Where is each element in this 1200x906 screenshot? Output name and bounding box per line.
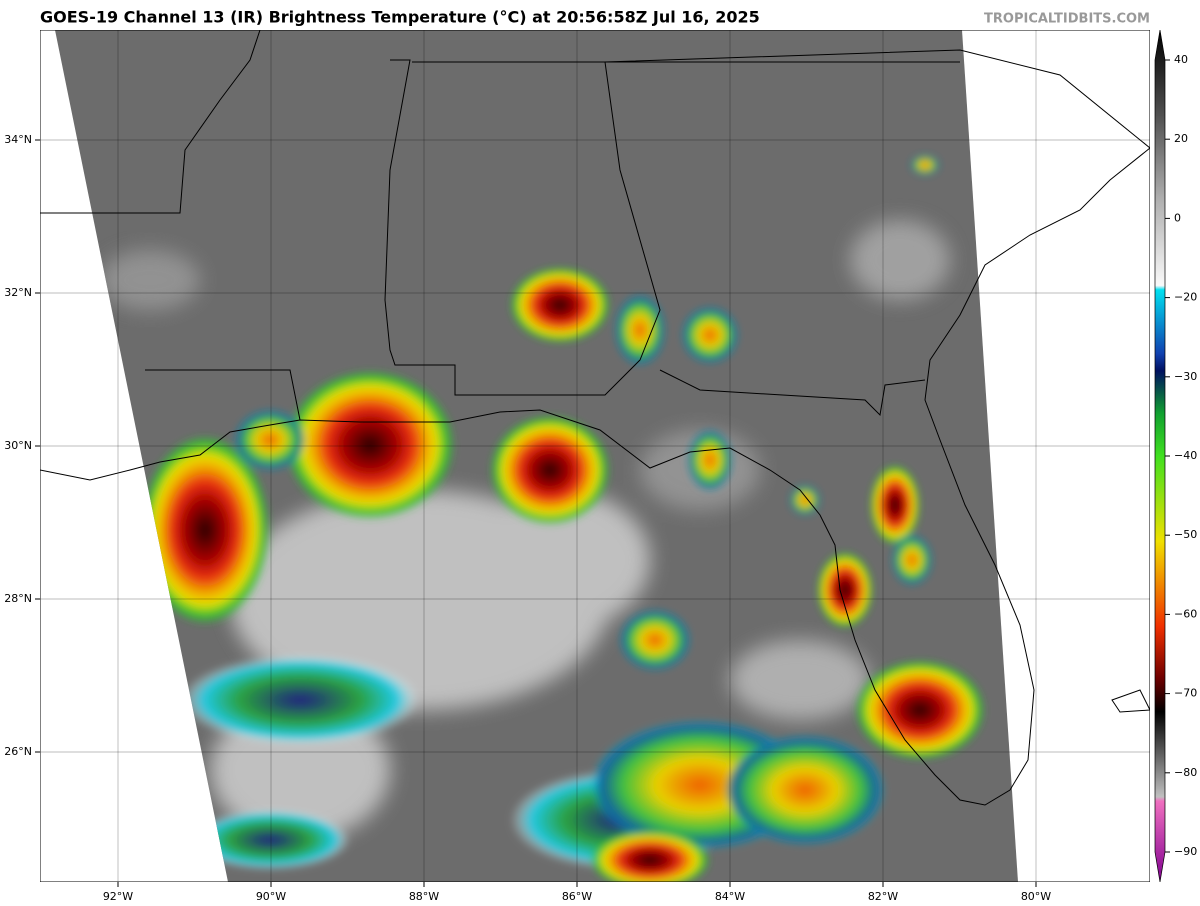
colorbar-tick-label: −50	[1174, 528, 1197, 541]
map	[40, 30, 1150, 882]
colorbar-tick-label: 20	[1174, 132, 1188, 145]
colorbar-tick-label: 40	[1174, 53, 1188, 66]
colorbar-scale	[1154, 29, 1166, 883]
colorbar-tick-label: −40	[1174, 449, 1197, 462]
lat-label: 34°N	[4, 133, 32, 146]
lon-label: 90°W	[256, 890, 286, 903]
lon-label: 86°W	[562, 890, 592, 903]
coastlines	[40, 30, 1150, 806]
lon-label: 88°W	[409, 890, 439, 903]
lat-label: 30°N	[4, 439, 32, 452]
colorbar: 40 20 0 −20 −30 −40 −50 −60 −70 −80 −90	[1154, 29, 1197, 883]
credit: TROPICALTIDBITS.COM	[984, 12, 1150, 27]
lat-label: 32°N	[4, 286, 32, 299]
colorbar-tick-label: −70	[1174, 687, 1197, 700]
grid	[40, 30, 1150, 882]
lon-label: 84°W	[715, 890, 745, 903]
axis-labels: 34°N 32°N 30°N 28°N 26°N 92°W 90°W 88°W 86°W 84°W…	[4, 133, 1051, 903]
title: GOES-19 Channel 13 (IR) Brightness Tempe…	[40, 8, 760, 27]
imagery	[100, 155, 985, 882]
colorbar-tick-label: −20	[1174, 291, 1197, 304]
lat-label: 26°N	[4, 745, 32, 758]
lon-label: 80°W	[1021, 890, 1051, 903]
colorbar-tick-label: 0	[1174, 211, 1181, 224]
lon-label: 82°W	[868, 890, 898, 903]
lat-label: 28°N	[4, 592, 32, 605]
colorbar-tick-label: −30	[1174, 370, 1197, 383]
colorbar-tick-label: −80	[1174, 766, 1197, 779]
colorbar-tick-label: −90	[1174, 845, 1197, 858]
colorbar-tick-label: −60	[1174, 607, 1197, 620]
lon-label: 92°W	[103, 890, 133, 903]
